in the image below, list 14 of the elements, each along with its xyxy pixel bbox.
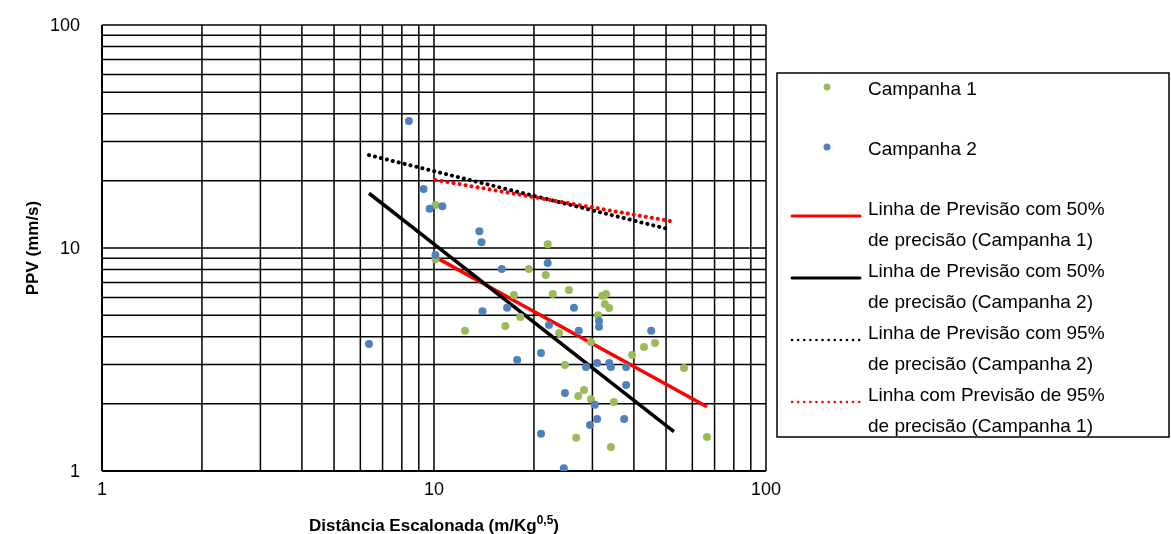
legend-label: Campanha 1: [868, 78, 977, 99]
x-tick-label: 100: [750, 479, 782, 499]
legend-label: Linha com Previsão de 95% de precisão (Campanha 1): [868, 384, 1105, 436]
x-tick-label: 1: [96, 479, 108, 499]
x-axis-title: Distância Escalonada (m/Kg$^{0,5}$): [309, 513, 559, 534]
y-tick-label: 100: [49, 15, 80, 35]
x-tick-label: 10: [423, 479, 445, 499]
legend-label: Linha de Previsão com 50% de precisão (Campanha 1): [868, 198, 1105, 250]
legend-label: Linha de Previsão com 50% de precisão (Campanha 2): [868, 260, 1105, 312]
y-axis-title: PPV (mm/s): [23, 200, 42, 296]
legend-label: Campanha 2: [868, 138, 977, 159]
legend-label: Linha de Previsão com 95% de precisão (Campanha 2): [868, 322, 1105, 374]
y-tick-label: 10: [59, 238, 80, 258]
y-tick-label: 1: [69, 461, 80, 481]
